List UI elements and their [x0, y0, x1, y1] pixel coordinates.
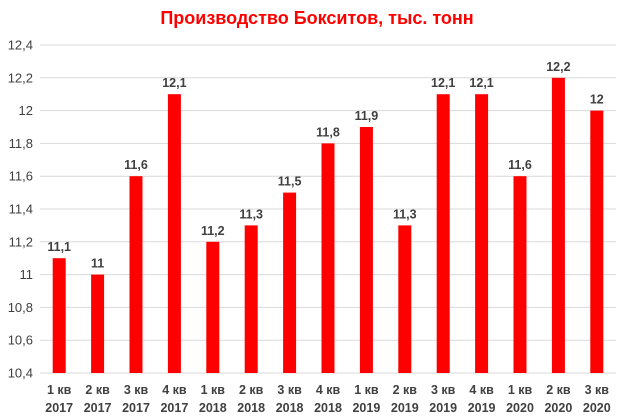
- bars: [52, 77, 604, 374]
- y-tick-label: 10,8: [8, 300, 33, 315]
- x-tick-year: 2017: [122, 401, 150, 415]
- x-tick-year: 2019: [429, 401, 457, 415]
- y-axis-ticks: 10,4 10,6 10,8 11 11,2 11,4 11,6 11,8 12 12,2 12,4: [8, 38, 33, 381]
- x-tick-year: 2018: [314, 401, 342, 415]
- bar: [590, 110, 604, 373]
- x-tick-year: 2018: [199, 401, 227, 415]
- y-tick-label: 11: [20, 267, 34, 282]
- x-tick-quarter: 1 кв: [47, 383, 72, 397]
- data-label: 11,9: [355, 109, 379, 123]
- data-label: 12,2: [546, 60, 570, 74]
- bar: [167, 94, 181, 373]
- data-label: 11,6: [124, 158, 148, 172]
- data-label: 11,5: [278, 175, 302, 189]
- x-tick-quarter: 3 кв: [277, 383, 302, 397]
- x-tick-year: 2018: [237, 401, 265, 415]
- y-tick-label: 12: [19, 103, 33, 118]
- x-tick-quarter: 4 кв: [469, 383, 494, 397]
- y-tick-label: 10,4: [8, 366, 33, 381]
- x-tick-year: 2017: [45, 401, 73, 415]
- x-tick-quarter: 4 кв: [316, 383, 341, 397]
- x-tick-quarter: 3 кв: [585, 383, 610, 397]
- bar: [321, 143, 335, 373]
- x-tick-year: 2020: [544, 401, 572, 415]
- x-tick-quarter: 3 кв: [124, 383, 149, 397]
- bar: [398, 225, 412, 373]
- bar: [244, 225, 258, 373]
- x-tick-quarter: 1 кв: [508, 383, 533, 397]
- x-tick-quarter: 3 кв: [431, 383, 456, 397]
- x-tick-quarter: 2 кв: [239, 383, 264, 397]
- x-tick-year: 2019: [391, 401, 419, 415]
- x-tick-year: 2017: [160, 401, 188, 415]
- bar: [91, 274, 105, 373]
- data-label: 12,1: [162, 76, 186, 90]
- x-axis-ticks: 1 кв 2017 2 кв 2017 3 кв 2017 4 кв 2017 1 кв 2018…: [45, 383, 610, 415]
- x-tick-quarter: 1 кв: [354, 383, 379, 397]
- y-tick-label: 11,6: [9, 169, 33, 184]
- data-label: 11: [91, 257, 104, 271]
- data-label: 11,6: [508, 158, 532, 172]
- bar: [436, 94, 450, 373]
- data-label: 11,3: [239, 207, 263, 221]
- data-label: 11,8: [316, 125, 340, 139]
- y-tick-label: 11,8: [9, 136, 33, 151]
- bar: [129, 176, 143, 373]
- data-label: 12: [590, 93, 604, 107]
- bar: [206, 241, 220, 373]
- chart-title: Производство Бокситов, тыс. тонн: [160, 8, 473, 28]
- y-tick-label: 11,2: [9, 234, 33, 249]
- x-tick-year: 2019: [468, 401, 496, 415]
- x-tick-year: 2018: [276, 401, 304, 415]
- y-tick-label: 12,4: [8, 38, 33, 53]
- y-tick-label: 12,2: [8, 70, 33, 85]
- data-label: 11,1: [47, 240, 71, 254]
- x-tick-year: 2019: [352, 401, 380, 415]
- data-label: 12,1: [469, 76, 493, 90]
- x-tick-year: 2017: [84, 401, 112, 415]
- data-label: 11,3: [393, 207, 417, 221]
- bar: [283, 192, 297, 373]
- y-tick-label: 10,6: [8, 333, 33, 348]
- x-tick-year: 2020: [583, 401, 611, 415]
- y-tick-label: 11,4: [9, 202, 33, 217]
- x-tick-quarter: 4 кв: [162, 383, 187, 397]
- x-tick-quarter: 2 кв: [85, 383, 110, 397]
- x-tick-quarter: 1 кв: [201, 383, 226, 397]
- bar: [52, 258, 66, 373]
- data-label: 12,1: [431, 76, 455, 90]
- x-tick-year: 2020: [506, 401, 534, 415]
- data-labels: 11,1 11 11,6 12,1 11,2 11,3 11,5 11,8 11,9 11,3 12…: [47, 60, 603, 271]
- bar: [475, 94, 489, 373]
- bar: [513, 176, 527, 373]
- bar: [359, 127, 373, 373]
- data-label: 11,2: [201, 224, 225, 238]
- x-tick-quarter: 2 кв: [393, 383, 418, 397]
- bar: [551, 77, 565, 374]
- x-tick-quarter: 2 кв: [546, 383, 571, 397]
